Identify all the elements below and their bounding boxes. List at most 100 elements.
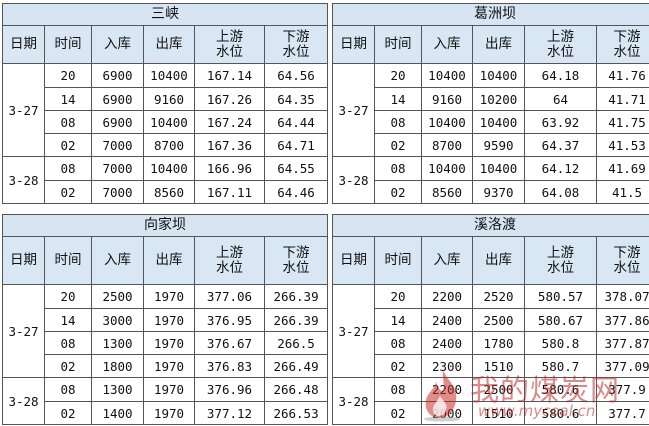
- outflow-cell: 10400: [472, 63, 525, 88]
- header-row: 日期 时间 入库 出库 上游 水位 下游 水位: [332, 236, 649, 285]
- inflow-header: 入库: [91, 236, 144, 285]
- upstream-level-cell: 167.24: [194, 110, 265, 134]
- upstream-level-cell: 64.12: [524, 156, 597, 181]
- time-cell: 20: [374, 63, 422, 88]
- time-cell: 14: [374, 308, 422, 332]
- outflow-cell: 10400: [143, 63, 195, 88]
- upstream-level-cell: 377.12: [194, 401, 265, 425]
- downstream-level-cell: 378.07: [595, 284, 649, 309]
- time-cell: 02: [44, 354, 92, 378]
- upstream-level-header: 上游 水位: [524, 236, 597, 285]
- outflow-header: 出库: [472, 25, 525, 64]
- downstream-level-cell: 64.46: [263, 180, 329, 204]
- date-cell: 3-28: [332, 156, 375, 204]
- inflow-cell: 6900: [91, 87, 144, 111]
- time-cell: 20: [44, 63, 92, 88]
- upstream-level-cell: 580.6: [524, 401, 597, 425]
- upstream-level-cell: 167.14: [194, 63, 265, 88]
- outflow-cell: 8560: [143, 180, 195, 204]
- outflow-cell: 2500: [472, 377, 525, 402]
- inflow-cell: 9160: [421, 87, 473, 111]
- downstream-level-header: 下游 水位: [595, 236, 649, 285]
- upstream-level-header-line1: 上游: [216, 28, 243, 45]
- inflow-cell: 10400: [421, 63, 473, 88]
- downstream-level-header-line2: 水位: [282, 43, 310, 60]
- table-row: 3-28 08 7000 10400 166.96 64.55: [2, 156, 329, 204]
- inflow-cell: 2500: [91, 284, 144, 309]
- panel-sanxia: 三峡 日期 时间 入库 出库 上游 水位 下游 水位 3-27 20 6900 10400 167.14 6…: [1, 3, 329, 204]
- date-cell: 3-27: [2, 284, 45, 378]
- outflow-cell: 1510: [472, 401, 525, 425]
- time-header: 时间: [374, 25, 422, 64]
- downstream-level-header-line2: 水位: [613, 43, 641, 60]
- outflow-header: 出库: [143, 25, 195, 64]
- time-cell: 02: [374, 180, 422, 204]
- inflow-cell: 1400: [91, 401, 144, 425]
- outflow-cell: 1970: [143, 354, 195, 378]
- downstream-level-header-line1: 下游: [613, 28, 641, 45]
- upstream-level-cell: 64.37: [524, 133, 597, 157]
- upstream-level-cell: 64.08: [524, 180, 597, 204]
- downstream-level-cell: 377.7: [595, 401, 649, 425]
- upstream-level-header: 上游 水位: [524, 25, 597, 64]
- table-row: 3-27 20 2500 1970 377.06 266.39: [2, 284, 329, 378]
- date-header: 日期: [332, 25, 375, 64]
- table-row: 14 9160 10200 64 41.71: [333, 87, 649, 111]
- date-header: 日期: [332, 236, 375, 285]
- outflow-cell: 10400: [143, 156, 195, 181]
- panel-gezhouba: 葛洲坝 日期 时间 入库 出库 上游 水位 下游 水位 3-27 20 10400 10400 64.18…: [331, 3, 649, 204]
- date-header: 日期: [2, 25, 45, 64]
- downstream-level-cell: 41.5: [595, 180, 649, 204]
- date-cell: 3-27: [332, 284, 375, 378]
- upstream-level-cell: 580.6: [524, 377, 597, 402]
- outflow-header: 出库: [472, 236, 525, 285]
- header-row: 日期 时间 入库 出库 上游 水位 下游 水位: [2, 236, 329, 285]
- time-cell: 02: [44, 401, 92, 425]
- time-cell: 08: [374, 377, 422, 402]
- reservoir-table: 葛洲坝 日期 时间 入库 出库 上游 水位 下游 水位 3-27 20 10400 10400 64.18…: [331, 3, 649, 204]
- outflow-cell: 1970: [143, 284, 195, 309]
- downstream-level-cell: 64.71: [263, 133, 329, 157]
- time-header: 时间: [44, 236, 92, 285]
- watermark-text: 我的煤炭网: [470, 373, 621, 407]
- date-header: 日期: [2, 236, 45, 285]
- time-cell: 02: [44, 180, 92, 204]
- outflow-cell: 10400: [472, 156, 525, 181]
- upstream-level-cell: 167.11: [194, 180, 265, 204]
- table-row: 3-27 20 10400 10400 64.18 41.76: [332, 63, 649, 157]
- downstream-level-cell: 266.5: [263, 331, 329, 355]
- table-row: 3-28 08 1300 1970 376.96 266.48: [2, 377, 329, 425]
- time-cell: 14: [44, 308, 92, 332]
- time-cell: 08: [44, 156, 92, 181]
- upstream-level-header-line2: 水位: [216, 43, 243, 60]
- upstream-level-cell: 580.8: [524, 331, 597, 355]
- downstream-level-cell: 41.69: [595, 156, 649, 181]
- inflow-cell: 2400: [421, 331, 473, 355]
- downstream-level-header-line1: 下游: [282, 244, 310, 261]
- inflow-cell: 8560: [421, 180, 473, 204]
- inflow-cell: 7000: [91, 180, 144, 204]
- inflow-cell: 1800: [91, 354, 144, 378]
- time-cell: 02: [374, 354, 422, 378]
- downstream-level-header-line2: 水位: [282, 259, 310, 276]
- inflow-cell: 6900: [91, 110, 144, 134]
- upstream-level-cell: 166.96: [194, 156, 265, 181]
- panel-title: 溪洛渡: [331, 214, 649, 237]
- table-row: 08 10400 10400 63.92 41.75: [333, 110, 649, 134]
- upstream-level-cell: 167.36: [194, 133, 265, 157]
- inflow-cell: 10400: [421, 156, 473, 181]
- downstream-level-header: 下游 水位: [263, 236, 329, 285]
- table-row: 14 3000 1970 376.95 266.39: [3, 308, 329, 332]
- upstream-level-cell: 580.7: [524, 354, 597, 378]
- time-cell: 20: [44, 284, 92, 309]
- downstream-level-cell: 377.86: [595, 308, 649, 332]
- panel-title: 向家坝: [1, 214, 329, 237]
- downstream-level-cell: 377.87: [595, 331, 649, 355]
- upstream-level-cell: 167.26: [194, 87, 265, 111]
- inflow-header: 入库: [421, 236, 473, 285]
- time-cell: 08: [44, 331, 92, 355]
- inflow-cell: 2300: [421, 354, 473, 378]
- watermark-url: www.mycoal.cn: [478, 402, 596, 420]
